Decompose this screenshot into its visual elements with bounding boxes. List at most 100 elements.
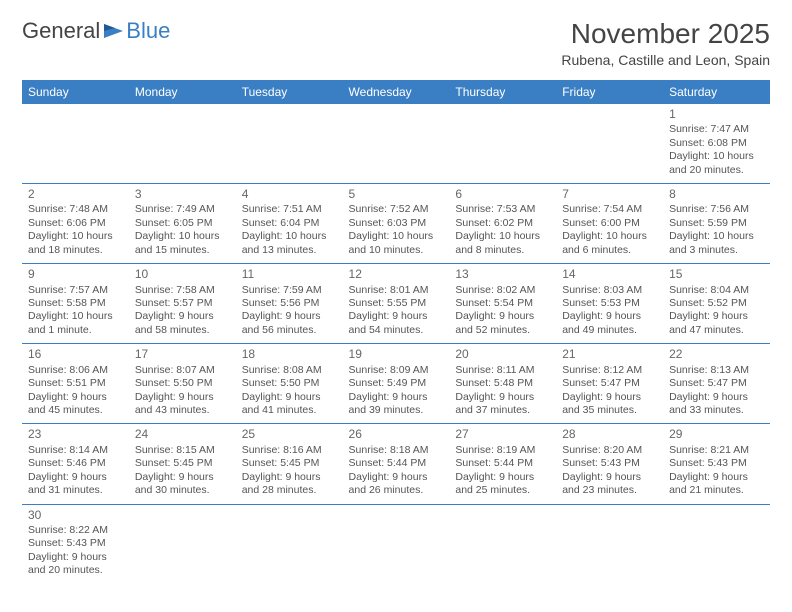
daylight-text: Daylight: 10 hours and 13 minutes. [242, 230, 337, 257]
sunset-text: Sunset: 5:43 PM [28, 537, 123, 550]
sunrise-text: Sunrise: 7:52 AM [349, 203, 444, 216]
day-number: 15 [669, 267, 764, 282]
sunset-text: Sunset: 5:55 PM [349, 297, 444, 310]
day-number: 26 [349, 427, 444, 442]
calendar-cell [343, 504, 450, 584]
calendar-cell: 25Sunrise: 8:16 AMSunset: 5:45 PMDayligh… [236, 424, 343, 504]
calendar-cell [449, 104, 556, 184]
day-number: 3 [135, 187, 230, 202]
daylight-text: Daylight: 9 hours and 20 minutes. [28, 551, 123, 578]
calendar-cell: 27Sunrise: 8:19 AMSunset: 5:44 PMDayligh… [449, 424, 556, 504]
sunset-text: Sunset: 6:04 PM [242, 217, 337, 230]
sunset-text: Sunset: 5:58 PM [28, 297, 123, 310]
day-number: 6 [455, 187, 550, 202]
sunset-text: Sunset: 6:06 PM [28, 217, 123, 230]
sunrise-text: Sunrise: 8:06 AM [28, 364, 123, 377]
daylight-text: Daylight: 10 hours and 20 minutes. [669, 150, 764, 177]
sunset-text: Sunset: 5:43 PM [562, 457, 657, 470]
sunrise-text: Sunrise: 7:51 AM [242, 203, 337, 216]
sunrise-text: Sunrise: 7:56 AM [669, 203, 764, 216]
sunset-text: Sunset: 5:57 PM [135, 297, 230, 310]
daylight-text: Daylight: 10 hours and 18 minutes. [28, 230, 123, 257]
day-header: Friday [556, 80, 663, 104]
sunrise-text: Sunrise: 8:03 AM [562, 284, 657, 297]
sunrise-text: Sunrise: 8:09 AM [349, 364, 444, 377]
sunrise-text: Sunrise: 7:49 AM [135, 203, 230, 216]
sunset-text: Sunset: 5:47 PM [669, 377, 764, 390]
sunset-text: Sunset: 5:52 PM [669, 297, 764, 310]
day-number: 25 [242, 427, 337, 442]
daylight-text: Daylight: 9 hours and 37 minutes. [455, 391, 550, 418]
sunrise-text: Sunrise: 7:53 AM [455, 203, 550, 216]
calendar-cell: 7Sunrise: 7:54 AMSunset: 6:00 PMDaylight… [556, 184, 663, 264]
day-header: Sunday [22, 80, 129, 104]
calendar-cell [556, 504, 663, 584]
logo-text-1: General [22, 18, 100, 44]
page-title: November 2025 [561, 18, 770, 50]
daylight-text: Daylight: 9 hours and 28 minutes. [242, 471, 337, 498]
calendar-cell: 29Sunrise: 8:21 AMSunset: 5:43 PMDayligh… [663, 424, 770, 504]
day-number: 23 [28, 427, 123, 442]
daylight-text: Daylight: 10 hours and 6 minutes. [562, 230, 657, 257]
daylight-text: Daylight: 9 hours and 25 minutes. [455, 471, 550, 498]
flag-icon [103, 22, 125, 40]
calendar-cell: 6Sunrise: 7:53 AMSunset: 6:02 PMDaylight… [449, 184, 556, 264]
day-number: 16 [28, 347, 123, 362]
sunrise-text: Sunrise: 8:12 AM [562, 364, 657, 377]
sunrise-text: Sunrise: 8:14 AM [28, 444, 123, 457]
calendar-cell: 11Sunrise: 7:59 AMSunset: 5:56 PMDayligh… [236, 264, 343, 344]
calendar-cell: 28Sunrise: 8:20 AMSunset: 5:43 PMDayligh… [556, 424, 663, 504]
daylight-text: Daylight: 9 hours and 30 minutes. [135, 471, 230, 498]
sunrise-text: Sunrise: 8:02 AM [455, 284, 550, 297]
sunset-text: Sunset: 5:54 PM [455, 297, 550, 310]
daylight-text: Daylight: 9 hours and 26 minutes. [349, 471, 444, 498]
sunrise-text: Sunrise: 8:22 AM [28, 524, 123, 537]
day-number: 7 [562, 187, 657, 202]
day-number: 17 [135, 347, 230, 362]
day-header: Saturday [663, 80, 770, 104]
day-number: 27 [455, 427, 550, 442]
day-number: 10 [135, 267, 230, 282]
day-number: 28 [562, 427, 657, 442]
sunset-text: Sunset: 6:08 PM [669, 137, 764, 150]
sunrise-text: Sunrise: 7:48 AM [28, 203, 123, 216]
sunset-text: Sunset: 5:53 PM [562, 297, 657, 310]
daylight-text: Daylight: 9 hours and 21 minutes. [669, 471, 764, 498]
daylight-text: Daylight: 9 hours and 45 minutes. [28, 391, 123, 418]
day-number: 19 [349, 347, 444, 362]
calendar-cell: 9Sunrise: 7:57 AMSunset: 5:58 PMDaylight… [22, 264, 129, 344]
calendar-cell [663, 504, 770, 584]
day-number: 13 [455, 267, 550, 282]
calendar-cell: 10Sunrise: 7:58 AMSunset: 5:57 PMDayligh… [129, 264, 236, 344]
sunset-text: Sunset: 5:49 PM [349, 377, 444, 390]
sunset-text: Sunset: 6:03 PM [349, 217, 444, 230]
calendar-cell: 20Sunrise: 8:11 AMSunset: 5:48 PMDayligh… [449, 344, 556, 424]
sunset-text: Sunset: 5:59 PM [669, 217, 764, 230]
calendar-cell: 13Sunrise: 8:02 AMSunset: 5:54 PMDayligh… [449, 264, 556, 344]
sunrise-text: Sunrise: 8:08 AM [242, 364, 337, 377]
day-number: 11 [242, 267, 337, 282]
calendar-cell: 22Sunrise: 8:13 AMSunset: 5:47 PMDayligh… [663, 344, 770, 424]
calendar-cell: 24Sunrise: 8:15 AMSunset: 5:45 PMDayligh… [129, 424, 236, 504]
calendar-cell [236, 504, 343, 584]
day-number: 8 [669, 187, 764, 202]
calendar-cell [22, 104, 129, 184]
daylight-text: Daylight: 10 hours and 3 minutes. [669, 230, 764, 257]
day-number: 20 [455, 347, 550, 362]
day-number: 4 [242, 187, 337, 202]
daylight-text: Daylight: 9 hours and 41 minutes. [242, 391, 337, 418]
sunrise-text: Sunrise: 7:58 AM [135, 284, 230, 297]
daylight-text: Daylight: 9 hours and 54 minutes. [349, 310, 444, 337]
sunset-text: Sunset: 5:48 PM [455, 377, 550, 390]
daylight-text: Daylight: 9 hours and 43 minutes. [135, 391, 230, 418]
sunset-text: Sunset: 6:05 PM [135, 217, 230, 230]
daylight-text: Daylight: 10 hours and 15 minutes. [135, 230, 230, 257]
sunset-text: Sunset: 5:45 PM [242, 457, 337, 470]
day-number: 2 [28, 187, 123, 202]
calendar-cell: 15Sunrise: 8:04 AMSunset: 5:52 PMDayligh… [663, 264, 770, 344]
daylight-text: Daylight: 9 hours and 56 minutes. [242, 310, 337, 337]
calendar-cell [236, 104, 343, 184]
sunrise-text: Sunrise: 8:19 AM [455, 444, 550, 457]
calendar-table: SundayMondayTuesdayWednesdayThursdayFrid… [22, 80, 770, 584]
calendar-cell: 1Sunrise: 7:47 AMSunset: 6:08 PMDaylight… [663, 104, 770, 184]
